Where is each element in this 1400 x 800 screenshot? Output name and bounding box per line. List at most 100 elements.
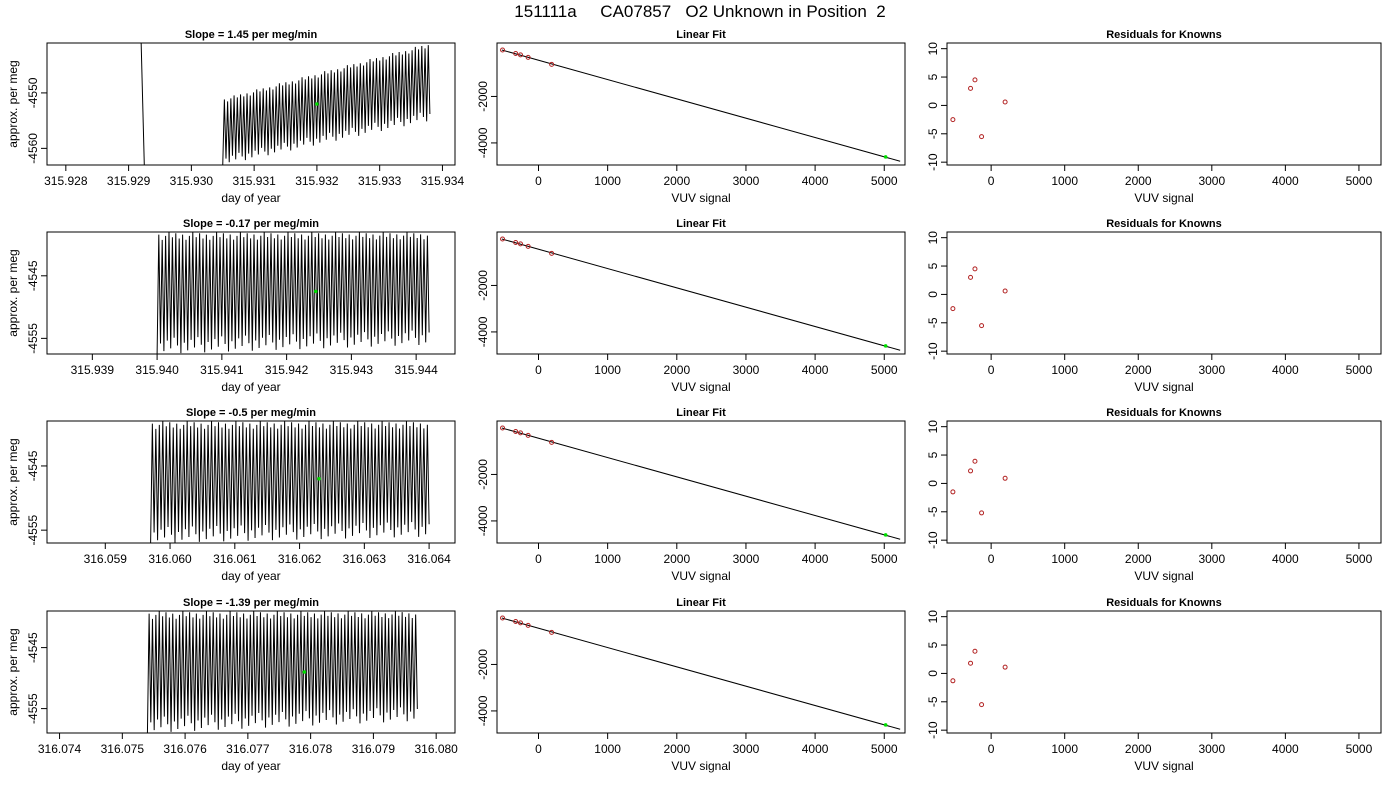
trace-segment (140, 43, 145, 165)
fit-line (501, 617, 901, 730)
known-point (1002, 99, 1008, 105)
x-tick-label: 1000 (1051, 552, 1078, 566)
x-tick-label: 316.063 (343, 552, 387, 566)
y-tick-label: 10 (926, 610, 940, 624)
plot-frame (946, 420, 1382, 544)
y-tick-label: 5 (926, 73, 940, 80)
plot-title: Linear Fit (676, 29, 726, 41)
known-point (513, 51, 519, 57)
x-tick-label: 315.942 (265, 363, 309, 377)
y-tick-label: -2000 (476, 81, 490, 112)
x-tick-label: 316.061 (213, 552, 257, 566)
known-point (950, 678, 956, 684)
x-axis-label: VUV signal (1134, 380, 1193, 394)
plot-title: Residuals for Knowns (1106, 597, 1222, 609)
x-tick-label: 315.932 (295, 174, 339, 188)
trace-line (222, 45, 431, 165)
panel-r2-c1: Linear Fit 0 1000 2000 3000 4000 5000 -4000 -200… (476, 407, 906, 583)
known-point (979, 510, 985, 516)
known-point (549, 250, 555, 256)
x-tick-label: 316.060 (148, 552, 192, 566)
page-title: 151111a CA07857 O2 Unknown in Position 2 (514, 2, 886, 21)
plot-frame (46, 42, 456, 166)
y-tick-label: -10 (926, 531, 940, 549)
y-tick-label: -4000 (476, 127, 490, 158)
plot-area (950, 648, 1008, 708)
plot-area (950, 77, 1008, 140)
plot-title: Linear Fit (676, 218, 726, 230)
x-tick-label: 316.079 (352, 742, 396, 756)
fit-line (501, 49, 901, 162)
plot-title: Residuals for Knowns (1106, 407, 1222, 419)
y-tick-label: -5 (926, 696, 940, 707)
plot-frame (946, 42, 1382, 166)
x-tick-label: 0 (988, 363, 995, 377)
panel-r1-c2: Residuals for Knowns 0 1000 2000 3000 4000 500… (926, 218, 1382, 394)
x-tick-label: 0 (535, 742, 542, 756)
x-tick-label: 1000 (1051, 363, 1078, 377)
x-tick-label: 1000 (1051, 742, 1078, 756)
x-tick-label: 315.929 (107, 174, 151, 188)
y-tick-label: 10 (926, 42, 940, 56)
x-tick-label: 5000 (871, 363, 898, 377)
known-point (518, 620, 524, 626)
plot-area (150, 421, 430, 543)
x-tick-label: 2000 (663, 363, 690, 377)
y-tick-label: 0 (926, 102, 940, 109)
x-tick-label: 316.075 (101, 742, 145, 756)
x-tick-label: 315.940 (135, 363, 179, 377)
trace-line (150, 421, 430, 543)
plot-area (500, 236, 901, 351)
known-point (500, 47, 506, 53)
y-tick-label: 0 (926, 670, 940, 677)
x-tick-label: 316.062 (278, 552, 322, 566)
known-point (950, 117, 956, 123)
unknown-point (883, 155, 888, 159)
plot-frame (946, 231, 1382, 355)
x-axis-label: day of year (221, 380, 280, 394)
x-tick-label: 1000 (594, 552, 621, 566)
plot-title: Slope = -0.5 per meg/min (186, 407, 316, 419)
fit-line (501, 238, 901, 351)
known-point (972, 266, 978, 272)
x-tick-label: 4000 (802, 552, 829, 566)
known-point (968, 660, 974, 666)
x-axis-label: VUV signal (1134, 191, 1193, 205)
known-point (968, 85, 974, 91)
known-point (972, 648, 978, 654)
plot-area (950, 266, 1008, 329)
x-axis-label: day of year (221, 759, 280, 773)
known-point (518, 52, 524, 58)
plot-frame (496, 42, 906, 166)
known-point (513, 240, 519, 246)
x-tick-label: 4000 (1272, 363, 1299, 377)
plot-title: Linear Fit (676, 407, 726, 419)
x-tick-label: 316.078 (289, 742, 333, 756)
plot-frame (46, 420, 456, 544)
y-tick-label: -4545 (26, 632, 40, 663)
y-tick-label: -4000 (476, 316, 490, 347)
y-tick-label: -4560 (26, 133, 40, 164)
y-tick-label: -4555 (26, 323, 40, 354)
x-tick-label: 4000 (802, 742, 829, 756)
plot-title: Slope = -1.39 per meg/min (183, 597, 319, 609)
x-tick-label: 2000 (663, 174, 690, 188)
plot-area (156, 232, 430, 354)
unknown-point (883, 723, 888, 727)
x-tick-label: 316.064 (407, 552, 451, 566)
known-point (972, 77, 978, 83)
y-tick-label: 0 (926, 291, 940, 298)
x-tick-label: 2000 (663, 742, 690, 756)
x-tick-label: 3000 (733, 363, 760, 377)
x-tick-label: 0 (988, 742, 995, 756)
plot-title: Residuals for Knowns (1106, 218, 1222, 230)
y-tick-label: 5 (926, 641, 940, 648)
panel-r0-c2: Residuals for Knowns 0 1000 2000 3000 4000 500… (926, 29, 1382, 205)
y-tick-label: -2000 (476, 459, 490, 490)
x-tick-label: 315.934 (421, 174, 465, 188)
y-tick-label: 5 (926, 451, 940, 458)
x-tick-label: 5000 (1346, 363, 1373, 377)
known-point (968, 274, 974, 280)
plot-frame (496, 231, 906, 355)
known-point (549, 629, 555, 635)
